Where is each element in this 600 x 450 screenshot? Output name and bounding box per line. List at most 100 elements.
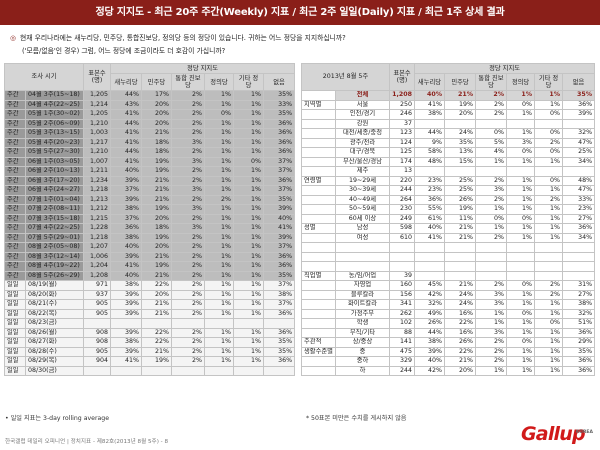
table-cell: 1% <box>204 137 234 148</box>
table-cell: 21% <box>141 299 172 310</box>
table-cell <box>262 318 296 329</box>
table-cell: 주간 <box>4 194 26 205</box>
table-cell: 29% <box>562 337 596 348</box>
table-cell: 36% <box>262 308 296 319</box>
table-cell: 31% <box>562 280 596 291</box>
table-cell: 자영업 <box>334 280 391 291</box>
table-cell: 1% <box>534 356 564 367</box>
table-cell: 1,208 <box>83 270 111 281</box>
table-cell: 1% <box>475 365 508 376</box>
table-cell: 937 <box>83 289 111 300</box>
table-cell <box>171 365 205 376</box>
table-cell: 36% <box>262 147 296 158</box>
table-cell <box>301 204 336 215</box>
table-cell: 5% <box>475 137 508 148</box>
table-cell: 1,208 <box>389 90 416 101</box>
table-cell: 지역별 <box>301 99 336 110</box>
table-cell: 일일 <box>4 299 26 310</box>
table-cell: 08/22(목) <box>25 308 84 319</box>
table-cell: 2% <box>171 242 205 253</box>
table-cell: 1% <box>534 299 564 310</box>
table-cell: 45% <box>414 280 446 291</box>
table-cell: 19% <box>141 204 172 215</box>
table-cell: 18% <box>141 147 172 158</box>
table-cell <box>414 242 446 253</box>
table-cell: 904 <box>83 356 111 367</box>
table-cell: 39% <box>414 346 446 357</box>
table-cell: 1% <box>233 90 264 101</box>
table-cell: 39% <box>110 308 142 319</box>
table-cell: 3% <box>506 137 536 148</box>
table-cell: 36% <box>262 327 296 338</box>
table-cell: 250 <box>389 99 416 110</box>
question-line-2: ('모름/없음'인 경우) 그럼, 어느 정당에 조금이라도 더 호감이 가십니… <box>22 47 226 55</box>
table-cell: 41% <box>110 356 142 367</box>
table-cell: 2% <box>534 280 564 291</box>
table-cell: 40% <box>110 242 142 253</box>
table-cell: 20% <box>444 365 477 376</box>
table-cell: 1% <box>506 299 536 310</box>
table-cell: 1% <box>233 194 264 205</box>
table-cell: 21% <box>141 128 172 139</box>
table-cell: 1% <box>204 223 234 234</box>
table-cell: 36% <box>562 327 596 338</box>
table-cell: 1% <box>534 327 564 338</box>
table-cell: 36% <box>110 223 142 234</box>
table-cell <box>562 118 596 129</box>
table-cell: 08/20(화) <box>25 289 84 300</box>
table-cell: 33% <box>562 194 596 205</box>
table-cell: 38% <box>110 232 142 243</box>
table-row: 일일 08/27(화) 908 38% 22% 2% 1% 1% 35% <box>4 337 296 348</box>
table-cell: 주간 <box>4 204 26 215</box>
table-cell: 주간 <box>4 232 26 243</box>
table-cell: 2% <box>171 299 205 310</box>
table-cell: 36% <box>562 99 596 110</box>
table-cell <box>301 90 336 101</box>
table-cell: 1% <box>233 346 264 357</box>
table-cell: 1% <box>233 280 264 291</box>
table-cell: 2% <box>171 175 205 186</box>
table-cell: 38% <box>262 289 296 300</box>
table-cell: 37 <box>389 118 416 129</box>
table-cell: 20% <box>141 213 172 224</box>
table-cell <box>233 365 264 376</box>
table-cell: 1% <box>475 223 508 234</box>
table-cell: 1,205 <box>83 90 111 101</box>
table-cell <box>506 118 536 129</box>
table-cell <box>562 270 596 281</box>
table-cell: 22% <box>444 346 477 357</box>
table-cell: 학생 <box>334 318 391 329</box>
table-cell: 2% <box>171 270 205 281</box>
table-cell <box>141 365 172 376</box>
table-cell: 07월 5주(29~01) <box>25 232 84 243</box>
table-row: 40~49세 264 36% 26% 2% 1% 2% 33% <box>301 194 596 205</box>
table-cell: 40~49세 <box>334 194 391 205</box>
table-cell <box>444 261 477 272</box>
table-cell <box>141 318 172 329</box>
table-cell: 21% <box>141 308 172 319</box>
table-row: 주간 08월 3주(12~14) 1,006 39% 21% 2% 1% 1% 36% <box>4 251 296 262</box>
party-header: 없음 <box>562 73 596 91</box>
party-header: 민주당 <box>444 73 477 91</box>
question-line-1: 현재 우리나라에는 새누리당, 민주당, 통합진보당, 정의당 등의 정당이 있… <box>19 34 346 42</box>
table-cell: 2% <box>475 175 508 186</box>
table-cell: 16% <box>444 308 477 319</box>
table-cell: 2% <box>475 194 508 205</box>
table-row: 주간 07월 1주(01~04) 1,213 39% 21% 2% 2% 1% 35% <box>4 194 296 205</box>
table-cell: 37% <box>262 185 296 196</box>
table-cell: 08/29(목) <box>25 356 84 367</box>
table-cell: 1% <box>204 242 234 253</box>
table-cell: 1% <box>475 204 508 215</box>
table-row: 광주/전라 124 9% 35% 5% 3% 2% 47% <box>301 137 596 148</box>
table-cell: 40% <box>414 90 446 101</box>
table-cell: 16% <box>444 327 477 338</box>
table-row <box>301 261 596 272</box>
table-cell <box>506 261 536 272</box>
table-row: 주간 05월 2주(06~09) 1,210 44% 20% 2% 1% 1% 36% <box>4 118 296 129</box>
table-cell: 1% <box>506 204 536 215</box>
table-cell: 성별 <box>301 223 336 234</box>
table-cell: 1% <box>204 356 234 367</box>
table-cell: 11% <box>444 213 477 224</box>
table-row: 직업별 농/임/어업 39 <box>301 270 596 281</box>
table-row: 대구/경북 125 58% 13% 4% 0% 0% 25% <box>301 147 596 158</box>
